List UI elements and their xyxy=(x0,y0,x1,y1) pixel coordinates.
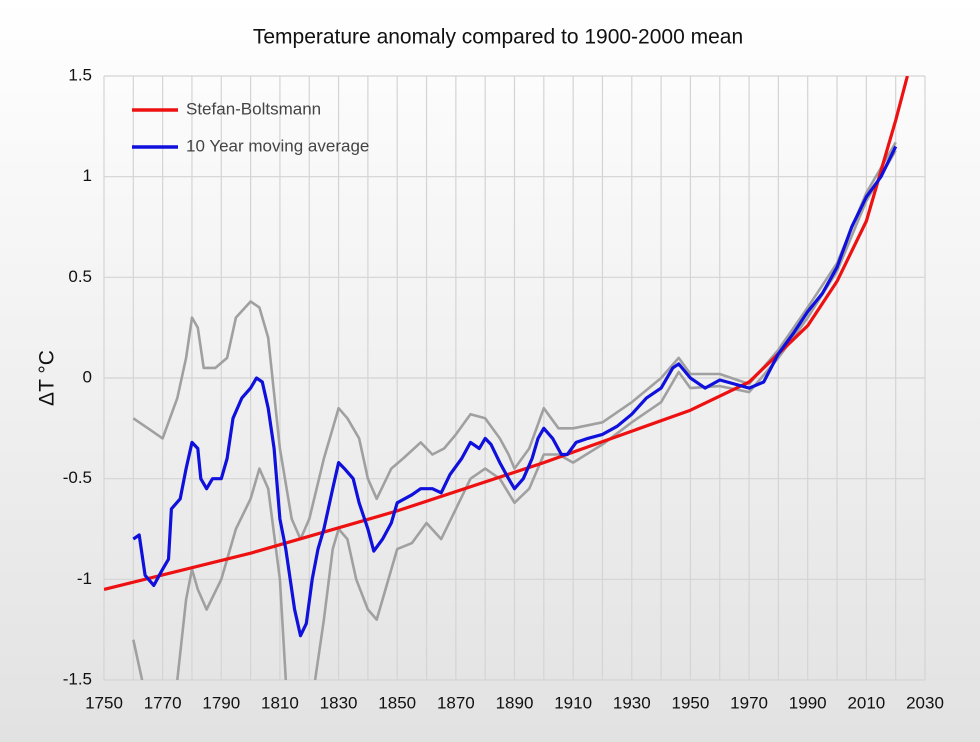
x-tick-label: 1750 xyxy=(85,693,123,712)
x-tick-label: 1910 xyxy=(554,693,592,712)
series-line xyxy=(132,639,144,680)
y-tick-label: -1 xyxy=(77,569,92,588)
x-tick-label: 1930 xyxy=(613,693,651,712)
x-tick-label: 1810 xyxy=(261,693,299,712)
y-tick-label: 0.5 xyxy=(68,267,92,286)
x-tick-label: 1770 xyxy=(144,693,182,712)
x-tick-label: 1830 xyxy=(320,693,358,712)
y-axis-label: ΔT °C xyxy=(36,350,59,406)
x-tick-label: 1850 xyxy=(378,693,416,712)
y-tick-label: 0 xyxy=(83,367,92,386)
legend-label: Stefan-Boltsmann xyxy=(186,99,321,118)
plot-lines xyxy=(104,76,909,680)
y-tick-label: -1.5 xyxy=(63,669,92,688)
series-line xyxy=(132,141,897,541)
y-tick-label: -0.5 xyxy=(63,468,92,487)
x-tick-label: 1870 xyxy=(437,693,475,712)
x-tick-label: 1970 xyxy=(730,693,768,712)
x-tick-label: 2030 xyxy=(906,693,944,712)
y-tick-label: 1 xyxy=(83,166,92,185)
series-line xyxy=(104,76,909,591)
series-line xyxy=(132,145,898,638)
labels: -1.5 -1 -0.5 0 0.5 1 1.5 1750 1770 1790 1810 1830 18… xyxy=(63,65,944,712)
x-tick-label: 1990 xyxy=(789,693,827,712)
legend-label: 10 Year moving average xyxy=(186,136,369,155)
chart-title: Temperature anomaly compared to 1900-200… xyxy=(253,26,743,49)
x-tick-label: 1950 xyxy=(672,693,710,712)
series-line xyxy=(176,467,288,680)
x-tick-label: 1790 xyxy=(202,693,240,712)
x-tick-label: 1890 xyxy=(496,693,534,712)
y-tick-label: 1.5 xyxy=(68,65,92,84)
x-tick-label: 2010 xyxy=(847,693,885,712)
